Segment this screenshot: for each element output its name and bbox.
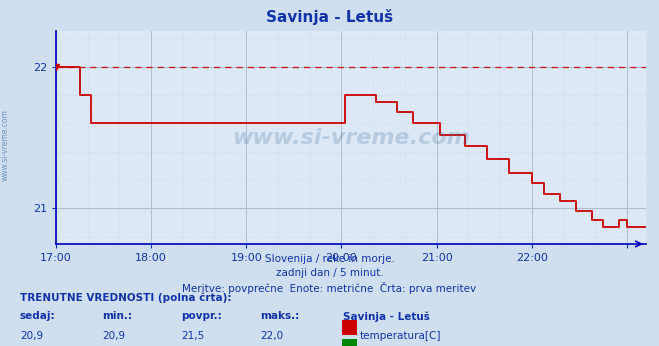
Text: maks.:: maks.: bbox=[260, 311, 300, 321]
Text: min.:: min.: bbox=[102, 311, 132, 321]
Text: Savinja - Letuš: Savinja - Letuš bbox=[266, 9, 393, 25]
Text: 21,5: 21,5 bbox=[181, 331, 204, 342]
Text: zadnji dan / 5 minut.: zadnji dan / 5 minut. bbox=[275, 268, 384, 278]
Text: www.si-vreme.com: www.si-vreme.com bbox=[232, 128, 470, 147]
Text: sedaj:: sedaj: bbox=[20, 311, 55, 321]
Text: Slovenija / reke in morje.: Slovenija / reke in morje. bbox=[264, 254, 395, 264]
Text: 20,9: 20,9 bbox=[102, 331, 125, 342]
Text: temperatura[C]: temperatura[C] bbox=[360, 331, 442, 342]
Text: www.si-vreme.com: www.si-vreme.com bbox=[1, 109, 10, 181]
Text: povpr.:: povpr.: bbox=[181, 311, 222, 321]
Text: TRENUTNE VREDNOSTI (polna črta):: TRENUTNE VREDNOSTI (polna črta): bbox=[20, 292, 231, 303]
Text: 22,0: 22,0 bbox=[260, 331, 283, 342]
Text: Meritve: povprečne  Enote: metrične  Črta: prva meritev: Meritve: povprečne Enote: metrične Črta:… bbox=[183, 282, 476, 294]
Text: 20,9: 20,9 bbox=[20, 331, 43, 342]
Text: Savinja - Letuš: Savinja - Letuš bbox=[343, 311, 430, 322]
